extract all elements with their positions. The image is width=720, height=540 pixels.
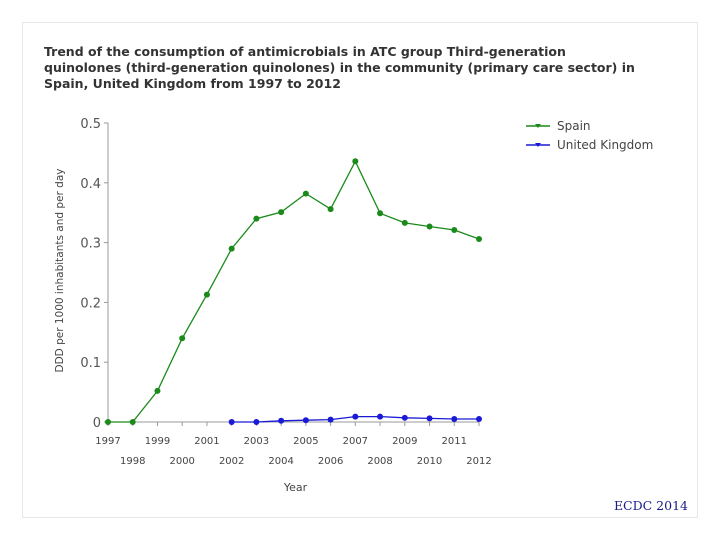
chart-frame <box>22 22 698 518</box>
x-tick-label: 1997 <box>95 436 120 447</box>
data-point-spain <box>401 219 408 226</box>
data-point-spain <box>377 210 384 217</box>
y-tick-label: 0 <box>93 416 101 431</box>
x-tick-label: 1998 <box>120 456 145 467</box>
y-tick-label: 0.2 <box>80 296 101 311</box>
data-point-spain <box>253 215 260 222</box>
y-tick-label: 0.4 <box>80 177 101 192</box>
legend-label-united-kingdom: United Kingdom <box>557 138 653 152</box>
data-point-spain <box>105 419 111 425</box>
x-tick-label: 2001 <box>194 436 219 447</box>
x-tick-label: 2000 <box>169 456 194 467</box>
data-point-united-kingdom <box>451 416 458 423</box>
x-tick-label: 2007 <box>343 436 368 447</box>
data-point-spain <box>228 245 235 252</box>
data-point-spain <box>203 291 210 298</box>
data-point-spain <box>451 227 458 234</box>
x-tick-label: 2004 <box>268 456 293 467</box>
data-point-united-kingdom <box>278 417 285 424</box>
x-tick-label: 2005 <box>293 436 318 447</box>
chart-title: Trend of the consumption of antimicrobia… <box>44 44 635 91</box>
y-tick-label: 0.1 <box>80 356 101 371</box>
source-note: ECDC 2014 <box>613 498 688 513</box>
data-point-spain <box>352 158 359 165</box>
x-tick-label: 2008 <box>367 456 392 467</box>
x-tick-label: 2009 <box>392 436 417 447</box>
x-tick-label: 2012 <box>466 456 491 467</box>
data-point-united-kingdom <box>426 415 433 422</box>
data-point-united-kingdom <box>327 416 334 423</box>
data-point-spain <box>302 190 309 197</box>
legend-marker-united-kingdom <box>535 143 541 147</box>
x-tick-label: 2011 <box>442 436 467 447</box>
data-point-united-kingdom <box>253 419 260 425</box>
data-point-united-kingdom <box>377 413 384 420</box>
y-tick-label: 0.3 <box>80 237 101 252</box>
data-point-spain <box>179 335 186 342</box>
series-line-spain <box>108 159 480 423</box>
data-point-united-kingdom <box>352 413 359 420</box>
x-tick-label: 2006 <box>318 456 343 467</box>
data-point-united-kingdom <box>228 419 235 425</box>
data-point-spain <box>129 419 136 425</box>
x-axis-title: Year <box>283 481 308 494</box>
y-axis-title: DDD per 1000 inhabitants and per day <box>54 169 66 373</box>
legend-marker-spain <box>535 124 541 128</box>
x-tick-label: 2003 <box>244 436 269 447</box>
data-point-spain <box>476 236 482 243</box>
data-point-spain <box>426 223 433 230</box>
data-point-spain <box>327 206 334 213</box>
data-point-united-kingdom <box>401 414 408 421</box>
x-tick-label: 2010 <box>417 456 442 467</box>
x-tick-label: 1999 <box>145 436 170 447</box>
x-tick-label: 2002 <box>219 456 244 467</box>
data-point-united-kingdom <box>476 416 482 423</box>
data-point-spain <box>154 387 161 394</box>
data-point-spain <box>278 209 285 216</box>
data-point-united-kingdom <box>302 417 309 424</box>
y-tick-label: 0.5 <box>80 117 101 132</box>
legend-label-spain: Spain <box>557 119 591 133</box>
